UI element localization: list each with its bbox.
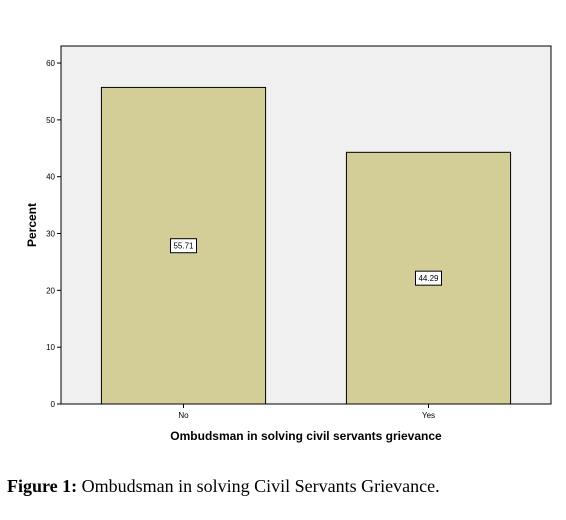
data-label: 55.71 — [173, 242, 194, 251]
x-tick-label: No — [178, 411, 189, 420]
y-tick-label: 50 — [46, 116, 55, 125]
y-tick-label: 20 — [46, 286, 55, 295]
data-label-box — [415, 270, 442, 286]
x-axis-title: Ombudsman in solving civil servants grie… — [170, 429, 442, 443]
y-axis-ticks: 0 10 20 30 40 50 60 — [46, 59, 61, 409]
y-tick-label: 10 — [46, 343, 55, 352]
y-tick-label: 30 — [46, 230, 55, 239]
figure-caption-text: Ombudsman in solving Civil Servants Grie… — [77, 476, 440, 496]
bar-chart: 0 10 20 30 40 50 60 55.71 44.29 No Yes Percent O… — [25, 45, 552, 443]
y-tick-label: 60 — [46, 59, 55, 68]
y-axis-title: Percent — [25, 203, 39, 247]
y-tick-label: 0 — [51, 400, 56, 409]
data-label: 44.29 — [418, 274, 439, 283]
data-label-box — [170, 238, 197, 254]
x-tick-label: Yes — [422, 411, 435, 420]
bars: 55.71 44.29 — [100, 86, 512, 405]
x-axis-ticks: No Yes — [178, 404, 435, 420]
figure-caption: Figure 1: Ombudsman in solving Civil Ser… — [7, 476, 559, 497]
y-tick-label: 40 — [46, 173, 55, 182]
figure-caption-label: Figure 1: — [7, 476, 78, 496]
